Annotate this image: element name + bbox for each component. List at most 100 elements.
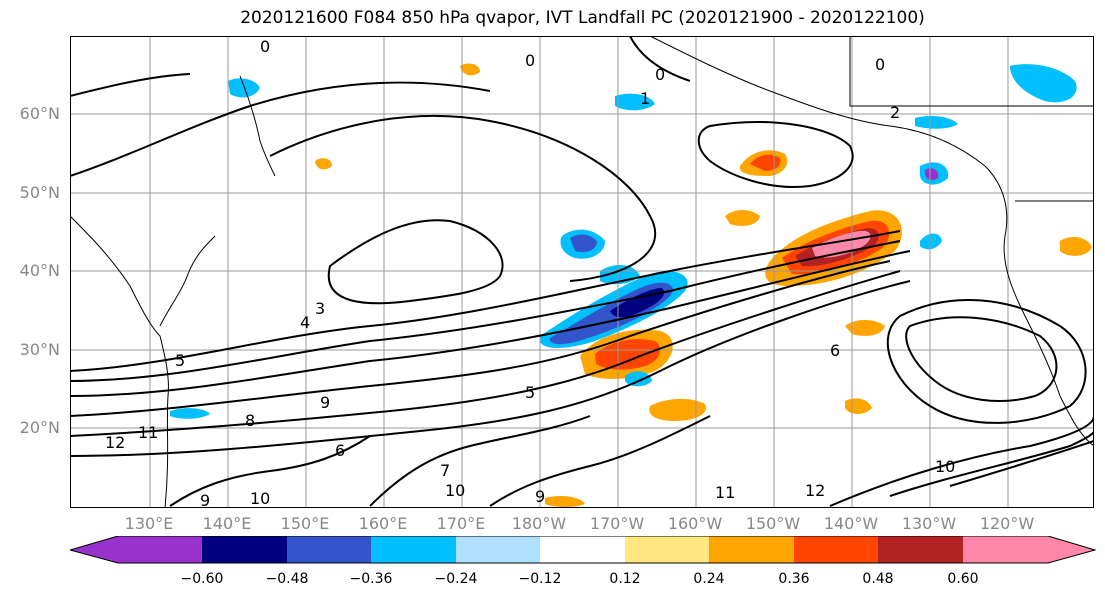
- colorbar-segment: [794, 536, 878, 563]
- lon-label: 130°E: [124, 514, 174, 533]
- contour-line: [70, 73, 191, 97]
- colorbar-tick-label: 0.36: [778, 571, 810, 587]
- contour-label: 5: [525, 383, 535, 402]
- contour-line: [70, 250, 911, 397]
- contour-label: 0: [655, 65, 665, 84]
- lon-label: 150°W: [745, 514, 801, 533]
- contour-label: 1: [640, 89, 650, 108]
- colorbar-segment: [70, 536, 202, 563]
- contour-label: 11: [715, 483, 735, 502]
- contour-label: 8: [245, 411, 255, 430]
- ivt-contours: [70, 36, 1094, 507]
- contour-line: [70, 260, 891, 417]
- contour-label: 10: [250, 489, 270, 508]
- map-panel: 0 0 0 0 1 2 3 4 5 5 6 6 7 8 9 9 9 10 10 …: [70, 36, 1094, 508]
- coastlines: [70, 36, 1094, 508]
- negative-anomaly-patch: [925, 168, 939, 181]
- colorbar-segment: [878, 536, 963, 563]
- contour-line: [369, 415, 591, 507]
- kamchatka-coastline: [239, 75, 276, 177]
- contour-line: [70, 270, 901, 437]
- positive-anomaly-patch: [725, 210, 760, 226]
- colorbar-segment: [202, 536, 287, 563]
- japan-coastline: [159, 235, 216, 327]
- colorbar-tick-label: −0.36: [349, 571, 393, 587]
- contour-line: [327, 219, 504, 305]
- colorbar: [70, 536, 1096, 564]
- colorbar-tick-label: −0.24: [434, 571, 478, 587]
- negative-anomaly-patch: [1010, 64, 1077, 103]
- lon-label: 120°W: [979, 514, 1035, 533]
- contour-line: [889, 430, 1094, 497]
- asia-coastline: [70, 215, 169, 508]
- negative-anomaly-patch: [570, 234, 597, 253]
- contour-label: 4: [300, 313, 310, 332]
- shaded-anomalies: [170, 63, 1092, 507]
- lon-label: 150°E: [280, 514, 330, 533]
- alaska-coastline: [649, 36, 986, 167]
- contour-line: [629, 36, 691, 82]
- positive-anomaly-patch: [845, 320, 885, 336]
- map-frame: [70, 36, 1094, 508]
- contour-line: [829, 415, 1094, 507]
- positive-anomaly-patch: [460, 63, 480, 76]
- negative-anomaly-patch: [615, 93, 655, 111]
- contour-line: [169, 435, 371, 507]
- lon-label: 130°W: [901, 514, 957, 533]
- lat-label: 60°N: [19, 104, 60, 123]
- contour-label: 3: [315, 299, 325, 318]
- contour-label: 9: [200, 491, 210, 508]
- contour-label: 6: [830, 341, 840, 360]
- contour-label: 5: [175, 351, 185, 370]
- contour-line: [905, 316, 1058, 402]
- contour-line: [697, 121, 854, 188]
- lon-label: 140°W: [823, 514, 879, 533]
- contour-line: [70, 81, 491, 177]
- colorbar-tick-label: −0.12: [518, 571, 562, 587]
- north-america-coastline: [984, 165, 1061, 397]
- colorbar-segment: [456, 536, 540, 563]
- colorbar-outline: [70, 536, 1096, 564]
- negative-anomaly-patch: [920, 233, 942, 250]
- negative-anomaly-patch: [625, 371, 652, 387]
- contour-label: 9: [535, 487, 545, 506]
- colorbar-segment: [625, 536, 709, 563]
- colorbar-segment: [371, 536, 456, 563]
- lat-label: 50°N: [19, 183, 60, 202]
- colorbar-tick-label: 0.48: [862, 571, 894, 587]
- negative-anomaly-patch: [915, 116, 958, 129]
- contour-label: 0: [260, 37, 270, 56]
- lat-label: 30°N: [19, 340, 60, 359]
- colorbar-tick-label: −0.60: [180, 571, 224, 587]
- positive-anomaly-patch: [812, 230, 871, 258]
- positive-anomaly-patch: [315, 158, 332, 170]
- contour-label: 12: [805, 481, 825, 500]
- colorbar-tick-label: −0.48: [265, 571, 309, 587]
- lat-label: 20°N: [19, 418, 60, 437]
- lon-label: 170°E: [436, 514, 486, 533]
- contour-label: 0: [875, 55, 885, 74]
- map-background: [70, 36, 1094, 508]
- colorbar-tick-label: 0.24: [693, 571, 725, 587]
- contour-label: 9: [320, 393, 330, 412]
- lat-lon-grid: [70, 36, 1094, 508]
- lat-label: 40°N: [19, 261, 60, 280]
- colorbar-segment: [963, 536, 1095, 563]
- border-line: [849, 36, 1094, 107]
- contour-label: 11: [138, 423, 158, 442]
- negative-anomaly-patch: [170, 408, 210, 419]
- lon-label: 160°W: [667, 514, 723, 533]
- colorbar-segment: [709, 536, 794, 563]
- lon-label: 170°W: [589, 514, 645, 533]
- contour-line: [70, 240, 901, 382]
- contour-labels: 0 0 0 0 1 2 3 4 5 5 6 6 7 8 9 9 9 10 10 …: [105, 37, 955, 508]
- positive-anomaly-patch: [595, 339, 661, 370]
- colorbar-tick-label: 0.60: [947, 571, 979, 587]
- contour-line: [949, 440, 1094, 487]
- contour-label: 6: [335, 441, 345, 460]
- lon-label: 140°E: [202, 514, 252, 533]
- positive-anomaly-patch: [1060, 236, 1092, 256]
- lon-label: 160°E: [358, 514, 408, 533]
- colorbar-segment: [287, 536, 371, 563]
- chart-title: 2020121600 F084 850 hPa qvapor, IVT Land…: [240, 8, 925, 28]
